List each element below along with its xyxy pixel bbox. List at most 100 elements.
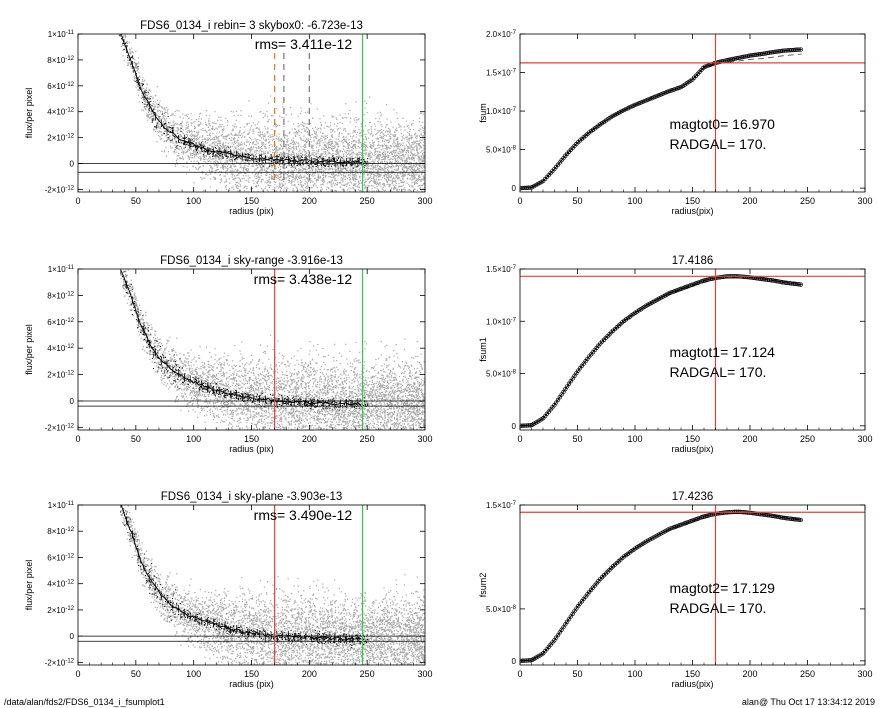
y-tick-label: 0 [512,184,517,193]
panel-title: 17.4186 [672,255,714,267]
panel-title: FDS6_0134_i sky-range -3.916e-13 [160,255,343,267]
x-tick-label: 50 [131,196,141,206]
y-tick-label: 1×10-11 [48,30,75,39]
rms-annotation: rms= 3.411e-12 [255,36,353,52]
x-tick-label: 150 [244,196,259,206]
panel-left-1: 0 50 100 150 200 250 300 radius (pix) 1×10-11 8×1… [24,20,433,216]
y-axis: 2.0×10-7 1.5×10-7 1.0×10-7 5.0×10-8 0 fsum [478,30,865,193]
panel-title: FDS6_0134_i sky-plane -3.903e-13 [161,491,343,503]
rms-annotation: rms= 3.490e-12 [254,507,353,523]
x-tick-label: 200 [302,196,317,206]
y-tick-label: 2.0×10-7 [486,30,517,39]
y-tick-label: 8×10-12 [47,56,74,65]
x-tick-label: 50 [572,196,582,206]
y-axis: 1.5×10-7 5.0×10-8 0 fsum2 [478,501,865,666]
x-axis-label: radius (pix) [229,206,274,216]
profile-line [120,34,361,164]
y-axis-label: flux/per pixel [24,324,34,375]
plot-area [78,505,425,665]
x-axis-label: radius (pix) [229,679,274,689]
y-tick-label: 0 [512,422,517,431]
x-tick-label: 150 [685,669,700,679]
footer-user-timestamp: alan@ Thu Oct 17 13:34:12 2019 [741,697,875,707]
y-axis-label: flux/per pixel [24,560,34,611]
y-tick-label: 0 [70,397,75,406]
x-axis-label: radius(pix) [671,206,713,216]
y-tick-label: 0 [512,657,517,666]
x-tick-label: 300 [417,196,432,206]
plot-area [520,269,865,430]
curve-markers [520,274,803,428]
x-tick-label: 300 [857,669,872,679]
x-axis: 0 50 100 150 200 250 300 radius(pix) [517,505,873,689]
x-tick-label: 200 [302,669,317,679]
x-tick-label: 50 [131,434,141,444]
y-tick-label: -2×10-12 [45,658,75,667]
y-tick-label: -2×10-12 [45,185,75,194]
x-axis: 0 50 100 150 200 250 300 radius (pix) [75,34,433,216]
rms-annotation: rms= 3.438e-12 [254,271,353,287]
x-tick-label: 200 [742,434,757,444]
x-tick-label: 250 [800,196,815,206]
x-tick-label: 50 [572,434,582,444]
x-tick-label: 0 [517,196,522,206]
x-axis: 0 50 100 150 200 250 300 radius (pix) [75,505,433,689]
x-axis-label: radius(pix) [671,679,713,689]
x-tick-label: 250 [800,669,815,679]
x-tick-label: 100 [627,196,642,206]
x-tick-label: 300 [417,434,432,444]
magtot-annotation: magtot1= 17.124 [670,344,776,360]
x-tick-label: 50 [572,669,582,679]
x-tick-label: 200 [742,196,757,206]
x-tick-label: 0 [75,196,80,206]
y-tick-label: 4×10-12 [47,344,74,353]
y-tick-label: 6×10-12 [47,318,74,327]
x-tick-label: 300 [857,196,872,206]
x-axis-label: radius(pix) [671,444,713,454]
y-axis: 1×10-11 8×10-12 6×10-12 4×10-12 2×10-12 0 -2×1… [24,30,425,194]
x-tick-label: 200 [742,669,757,679]
x-tick-label: 100 [627,669,642,679]
panel-title: 17.4236 [672,491,714,503]
panel-left-3: 0 50 100 150 200 250 300 radius (pix) 1×10-11 8×1… [24,491,433,689]
scatter-points [120,269,425,430]
x-tick-label: 200 [302,434,317,444]
y-tick-label: 1×10-11 [48,265,75,274]
x-tick-label: 100 [186,434,201,444]
y-tick-label: 2×10-12 [47,606,74,615]
x-tick-label: 50 [131,669,141,679]
panel-title: FDS6_0134_i rebin= 3 skybox0: -6.723e-13 [140,20,363,32]
y-tick-label: 4×10-12 [47,580,74,589]
plot-frame [519,33,866,193]
radgal-annotation: RADGAL= 170. [670,364,767,380]
y-axis-label: flux/per pixel [24,88,34,139]
x-tick-label: 100 [186,196,201,206]
x-tick-label: 100 [186,669,201,679]
x-tick-label: 250 [360,669,375,679]
y-tick-label: 2×10-12 [47,371,74,380]
magtot-annotation: magtot2= 17.129 [670,580,776,596]
y-tick-label: 5.0×10-8 [486,370,517,379]
radgal-annotation: RADGAL= 170. [670,600,767,616]
x-tick-label: 150 [244,669,259,679]
plot-area [520,34,865,192]
y-tick-label: 1×10-11 [48,501,75,510]
x-tick-label: 0 [517,669,522,679]
x-axis: 0 50 100 150 200 250 300 radius(pix) [517,34,873,216]
panel-left-2: 0 50 100 150 200 250 300 radius (pix) 1×10-11 8×1… [24,255,433,454]
y-tick-label: 5.0×10-8 [486,605,517,614]
y-tick-label: 0 [70,160,75,169]
y-axis-label: fsum [478,103,488,123]
y-tick-label: 6×10-12 [47,553,74,562]
footer-filepath: /data/alan/fds2/FDS6_0134_i_fsumplot1 [4,697,165,707]
panel-right-1: 0 50 100 150 200 250 300 radius(pix) 2.0×10-7 1.5… [478,30,873,216]
x-axis-label: radius (pix) [229,444,274,454]
x-tick-label: 300 [417,669,432,679]
x-tick-label: 250 [360,196,375,206]
y-tick-label: -2×10-12 [45,423,75,432]
y-tick-label: 8×10-12 [47,291,74,300]
profile-points [120,508,369,648]
x-tick-label: 300 [857,434,872,444]
plot-area [520,505,865,665]
